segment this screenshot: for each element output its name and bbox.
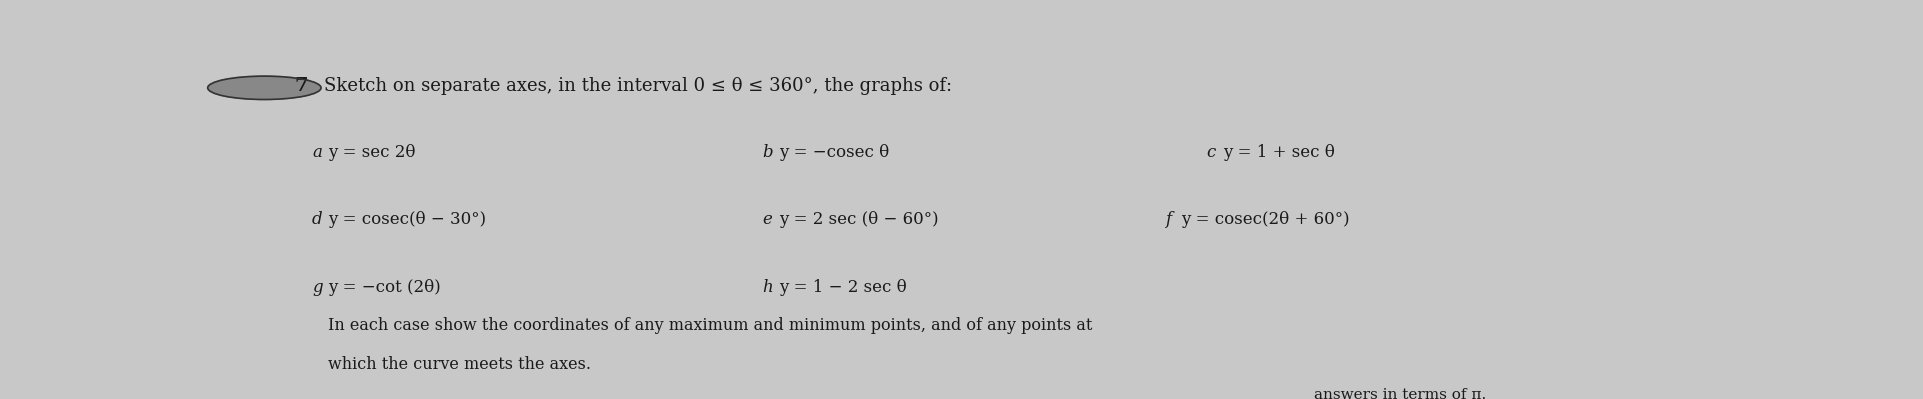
Text: Sketch on separate axes, in the interval 0 ≤ θ ≤ 360°, the graphs of:: Sketch on separate axes, in the interval… bbox=[323, 77, 952, 95]
Text: b: b bbox=[762, 144, 773, 161]
Text: f: f bbox=[1165, 211, 1171, 229]
Text: h: h bbox=[762, 279, 773, 296]
Circle shape bbox=[208, 76, 321, 99]
Text: y = cosec(θ − 30°): y = cosec(θ − 30°) bbox=[329, 211, 487, 229]
Text: answers in terms of π.: answers in terms of π. bbox=[1313, 388, 1486, 399]
Text: y = −cot (2θ): y = −cot (2θ) bbox=[329, 279, 440, 296]
Text: 7: 7 bbox=[294, 77, 308, 95]
Text: a: a bbox=[312, 144, 321, 161]
Text: which the curve meets the axes.: which the curve meets the axes. bbox=[329, 356, 590, 373]
Text: c: c bbox=[1206, 144, 1215, 161]
Text: y = cosec(2θ + 60°): y = cosec(2θ + 60°) bbox=[1181, 211, 1350, 229]
Text: y = 1 − 2 sec θ: y = 1 − 2 sec θ bbox=[779, 279, 906, 296]
Text: e: e bbox=[762, 211, 771, 229]
Text: g: g bbox=[312, 279, 323, 296]
Text: y = 2 sec (θ − 60°): y = 2 sec (θ − 60°) bbox=[779, 211, 938, 229]
Text: y = sec 2θ: y = sec 2θ bbox=[329, 144, 415, 161]
Text: d: d bbox=[312, 211, 323, 229]
Text: In each case show the coordinates of any maximum and minimum points, and of any : In each case show the coordinates of any… bbox=[329, 318, 1092, 334]
Text: y = −cosec θ: y = −cosec θ bbox=[779, 144, 888, 161]
Text: y = 1 + sec θ: y = 1 + sec θ bbox=[1223, 144, 1335, 161]
